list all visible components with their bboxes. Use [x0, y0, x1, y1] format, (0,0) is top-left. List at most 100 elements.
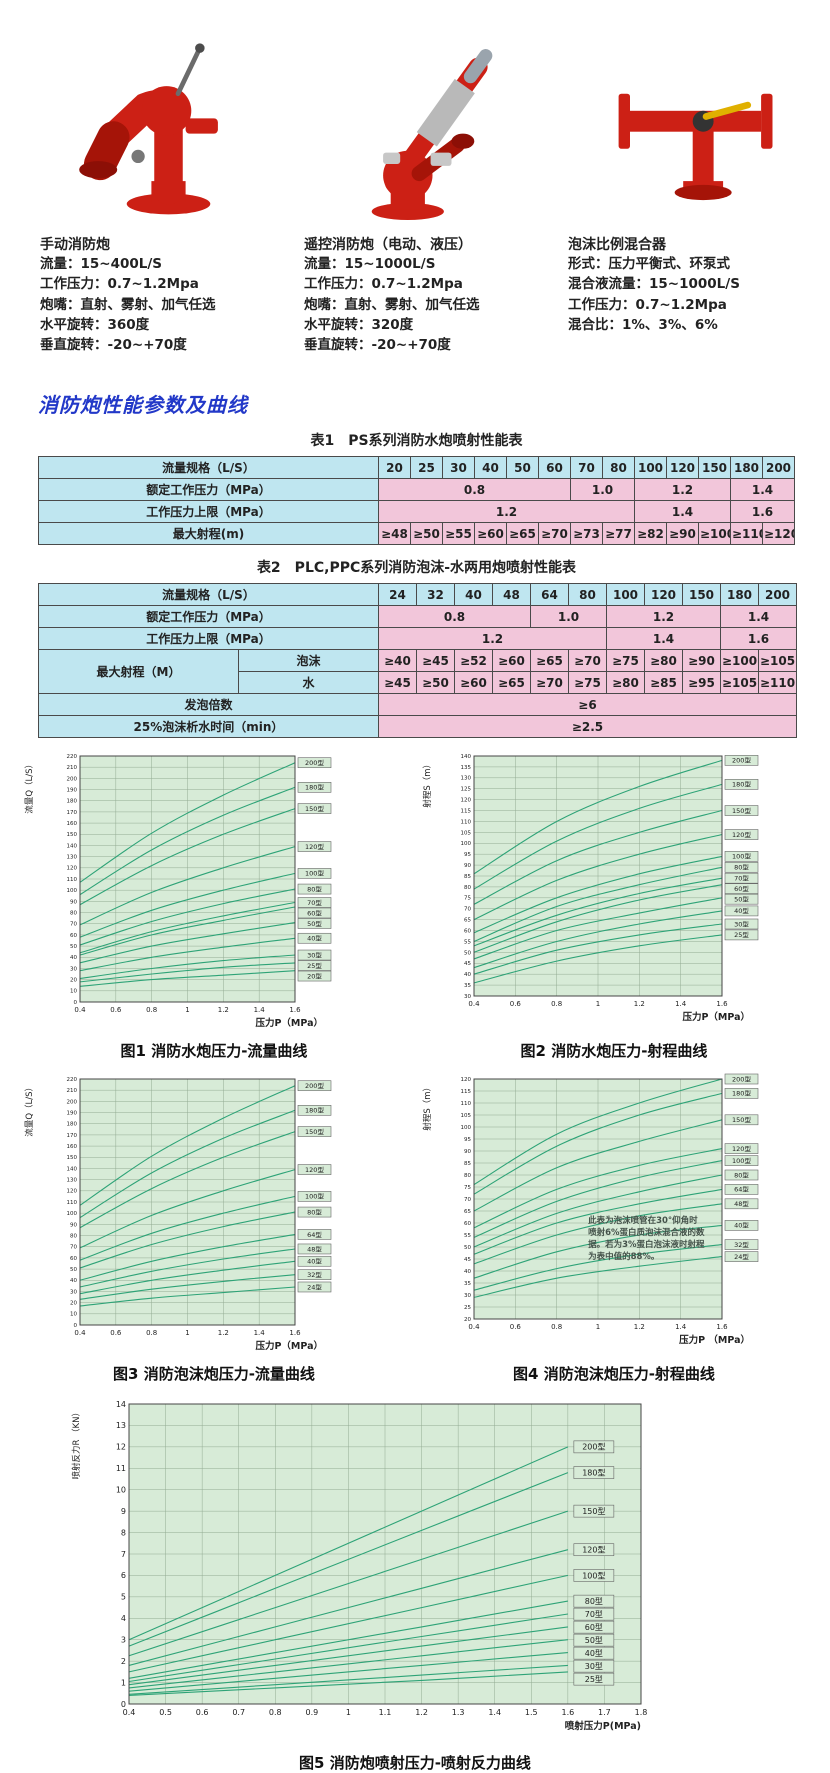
- table-cell: 120: [644, 583, 683, 607]
- spec-line: 形式：压力平衡式、环泵式: [568, 256, 730, 272]
- table-cell: ≥105: [758, 649, 797, 673]
- svg-text:30: 30: [70, 1290, 77, 1296]
- y-axis-label: 射程S（m）: [422, 1083, 433, 1131]
- svg-text:150: 150: [67, 1155, 78, 1161]
- curves: [128, 1446, 569, 1697]
- table-cell: ≥85: [644, 671, 683, 695]
- series-label: 30型: [585, 1662, 603, 1671]
- svg-text:1.6: 1.6: [716, 1323, 728, 1331]
- svg-text:10: 10: [70, 989, 77, 995]
- series-label-box: [724, 883, 759, 895]
- table-cell: 150: [698, 456, 731, 480]
- table-row: 工作压力上限（MPa） 1.2 1.4 1.6: [38, 500, 795, 524]
- svg-text:1.4: 1.4: [254, 1006, 266, 1014]
- table-cell: 1.4: [634, 500, 731, 524]
- table-cell: ≥45: [416, 649, 455, 673]
- spec-line: 水平旋转：320度: [304, 316, 414, 333]
- series-label: 180型: [732, 780, 751, 789]
- series-label: 150型: [732, 1115, 751, 1124]
- table-cell: 额定工作压力（MPa）: [38, 478, 379, 502]
- figure-4-foam-range-chart: 20 25 30 35 40 45 50 55 60 65 70 75 80 85 90 95 100 105 11…: [416, 1071, 812, 1384]
- svg-text:130: 130: [461, 776, 472, 782]
- table-cell: ≥60: [492, 649, 531, 673]
- series-label-box: [297, 1105, 332, 1116]
- svg-text:100: 100: [461, 841, 472, 847]
- y-axis-label: 流量Q（L/S）: [24, 760, 35, 814]
- series-label-box: [724, 1169, 759, 1181]
- series-label: 40型: [585, 1649, 603, 1658]
- table-cell: 25: [410, 456, 443, 480]
- series-label: 150型: [305, 1127, 324, 1136]
- svg-text:60: 60: [70, 1256, 77, 1262]
- svg-text:20: 20: [464, 1317, 471, 1323]
- curve-25型: [79, 962, 296, 983]
- series-label: 180型: [305, 783, 324, 792]
- svg-text:1.1: 1.1: [379, 1708, 392, 1717]
- table-cell: ≥55: [442, 522, 475, 546]
- product-section: 手动消防炮 流量：15~400L/S 工作压力：0.7~1.2Mpa 炮嘴：直射、雾射…: [0, 0, 830, 355]
- svg-text:170: 170: [67, 1133, 78, 1139]
- remote-fire-monitor-icon: [371, 49, 493, 221]
- table-cell: 100: [606, 583, 645, 607]
- table-cell: ≥65: [506, 522, 539, 546]
- charts-row-3: 0 1 2 3 4 5 6 7 8 9 10 11 12 13 14 0.4 0.5 0.6 0.7 0.8 0.9 1 1…: [0, 1394, 830, 1773]
- y-axis-label: 流量Q（L/S）: [24, 1083, 35, 1137]
- table-cell: 1.4: [730, 478, 795, 502]
- series-label-box: [297, 1207, 332, 1218]
- manual-fire-monitor-icon: [79, 43, 218, 215]
- svg-text:1.4: 1.4: [488, 1708, 501, 1717]
- svg-text:30: 30: [464, 1293, 471, 1299]
- table-cell: 180: [720, 583, 759, 607]
- table-cell: 1.2: [606, 605, 721, 629]
- series-label: 120型: [732, 1144, 751, 1153]
- svg-text:1: 1: [121, 1679, 126, 1688]
- chart-note: 此表为泡沫喷管在30°仰角时喷射6%蛋白质泡沫混合液的数据。若为3%蛋白泡沫液时…: [588, 1216, 705, 1262]
- curve-150型: [79, 808, 296, 906]
- table-cell: ≥75: [606, 649, 645, 673]
- series-label: 150型: [732, 806, 751, 815]
- svg-text:180: 180: [67, 1122, 78, 1128]
- spec-line: 混合比：1%、3%、6%: [568, 316, 718, 333]
- svg-text:10: 10: [116, 1486, 126, 1495]
- table2-plc-ppc-series: 流量规格（L/S） 24 32 40 48 64 80 100 120 150 180 200 额定工作…: [38, 583, 797, 739]
- series-label-box: [724, 1073, 759, 1085]
- curve-100型: [79, 1196, 296, 1261]
- series-label-box: [573, 1543, 615, 1557]
- series-label: 40型: [307, 1257, 322, 1266]
- svg-text:0.4: 0.4: [74, 1006, 86, 1014]
- table-cell: 200: [758, 583, 797, 607]
- svg-text:80: 80: [70, 911, 77, 917]
- series-label: 80型: [734, 863, 749, 872]
- x-axis-ticks: 0.4 0.6 0.8 1 1.2 1.4 1.6: [468, 1000, 728, 1008]
- curve-30型: [128, 1665, 568, 1696]
- curve-80型: [473, 1174, 723, 1248]
- series-label: 32型: [734, 1240, 749, 1249]
- curve-24型: [79, 1286, 296, 1307]
- curve-60型: [473, 884, 723, 954]
- table-cell: 1.0: [570, 478, 635, 502]
- svg-text:110: 110: [67, 877, 78, 883]
- series-label: 120型: [305, 1165, 324, 1174]
- table-cell: 48: [492, 583, 531, 607]
- table1-ps-series: 流量规格（L/S） 20 25 30 40 50 60 70 80 100 120 150 180 200…: [38, 456, 795, 546]
- curve-40型: [473, 910, 723, 969]
- svg-text:70: 70: [464, 1197, 471, 1203]
- spec-line: 流量：15~1000L/S: [304, 256, 436, 272]
- series-label-box: [297, 1243, 332, 1255]
- svg-text:1.4: 1.4: [675, 1000, 687, 1008]
- series-label-box: [297, 918, 332, 930]
- svg-text:210: 210: [67, 765, 78, 771]
- x-axis-label: 压力P（MPa）: [255, 1340, 323, 1352]
- spec-line: 工作压力：0.7~1.2Mpa: [40, 276, 199, 293]
- product-name: 遥控消防炮（电动、液压）: [304, 237, 472, 253]
- curve-150型: [79, 1131, 296, 1229]
- series-label: 24型: [307, 1283, 322, 1292]
- svg-text:1: 1: [185, 1006, 189, 1014]
- series-label-box: [297, 868, 332, 879]
- table-cell: ≥52: [454, 649, 493, 673]
- series-label: 48型: [307, 1245, 322, 1254]
- svg-text:110: 110: [461, 1101, 472, 1107]
- series-label: 180型: [732, 1089, 751, 1098]
